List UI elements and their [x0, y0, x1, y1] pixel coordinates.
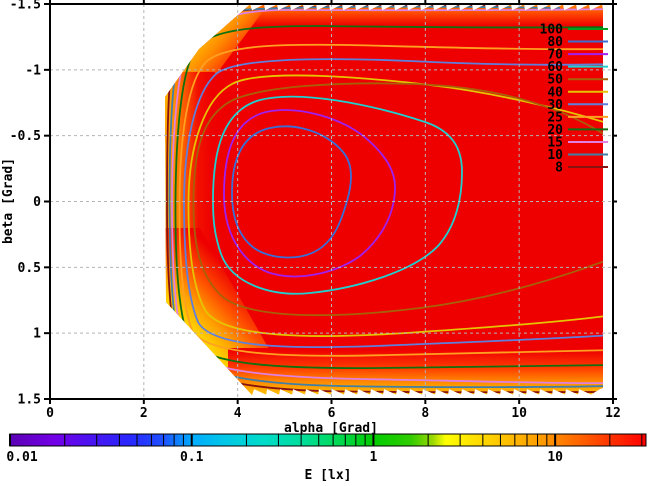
legend-label-30: 30 [547, 98, 563, 113]
legend-label-15: 15 [547, 135, 563, 150]
legend-label-80: 80 [547, 35, 563, 50]
grid-lines [50, 4, 613, 399]
contour-60-line [212, 95, 463, 295]
legend-label-40: 40 [547, 85, 563, 100]
axis-ticks: 0 2 4 6 8 10 12-1.5-1-0.500.511.5 [10, 0, 621, 421]
colorbar: 0.01 0.1 1 10 E [lx] [6, 433, 647, 483]
contour-80-line [231, 125, 352, 259]
x-tick-label: 4 [234, 406, 242, 421]
contour-30-line [183, 58, 603, 349]
x-axis-label: alpha [Grad] [284, 421, 378, 436]
colorbar-tick-labels: 0.01 0.1 1 10 [6, 450, 563, 465]
legend-label-60: 60 [547, 60, 563, 75]
colorbar-ticks [9, 434, 643, 446]
x-tick-label: 8 [421, 406, 429, 421]
y-tick-label: -1.5 [10, 0, 41, 13]
contour-25-line [178, 43, 603, 357]
x-tick-label: 0 [46, 406, 54, 421]
y-axis-label: beta [Grad] [1, 158, 16, 244]
legend-label-10: 10 [547, 148, 563, 163]
legend-label-25: 25 [547, 110, 563, 125]
y-tick-label: -1 [25, 63, 41, 78]
legend-label-100: 100 [540, 23, 564, 38]
legend-label-8: 8 [555, 161, 563, 176]
colorbar-gradient-bar [9, 433, 647, 447]
colorbar-tick-label: 10 [547, 450, 563, 465]
y-tick-label: 0 [33, 195, 41, 210]
x-tick-label: 2 [140, 406, 148, 421]
x-tick-label: 12 [605, 406, 621, 421]
colorbar-tick-label: 0.01 [6, 450, 37, 465]
y-tick-label: 1.5 [18, 393, 41, 408]
y-tick-label: 0.5 [18, 261, 41, 276]
contour-20-line [174, 25, 603, 370]
axis-labels: alpha [Grad] beta [Grad] [1, 158, 378, 436]
colorbar-tick-label: 1 [370, 450, 378, 465]
colorbar-label: E [lx] [305, 468, 352, 483]
heatmap-surface [165, 4, 603, 395]
heatmap-fill [165, 4, 603, 395]
contour-15-line [171, 8, 603, 385]
legend-label-70: 70 [547, 48, 563, 63]
y-tick-label: -0.5 [10, 129, 41, 144]
y-tick-label: 1 [33, 327, 41, 342]
contour-50-line [192, 82, 603, 317]
legend-label-50: 50 [547, 73, 563, 88]
contour-10-line [168, 5, 603, 389]
x-tick-label: 10 [511, 406, 527, 421]
contour-70-line [223, 109, 396, 278]
x-tick-label: 6 [328, 406, 336, 421]
colorbar-tick-label: 0.1 [180, 450, 204, 465]
legend-label-20: 20 [547, 123, 563, 138]
